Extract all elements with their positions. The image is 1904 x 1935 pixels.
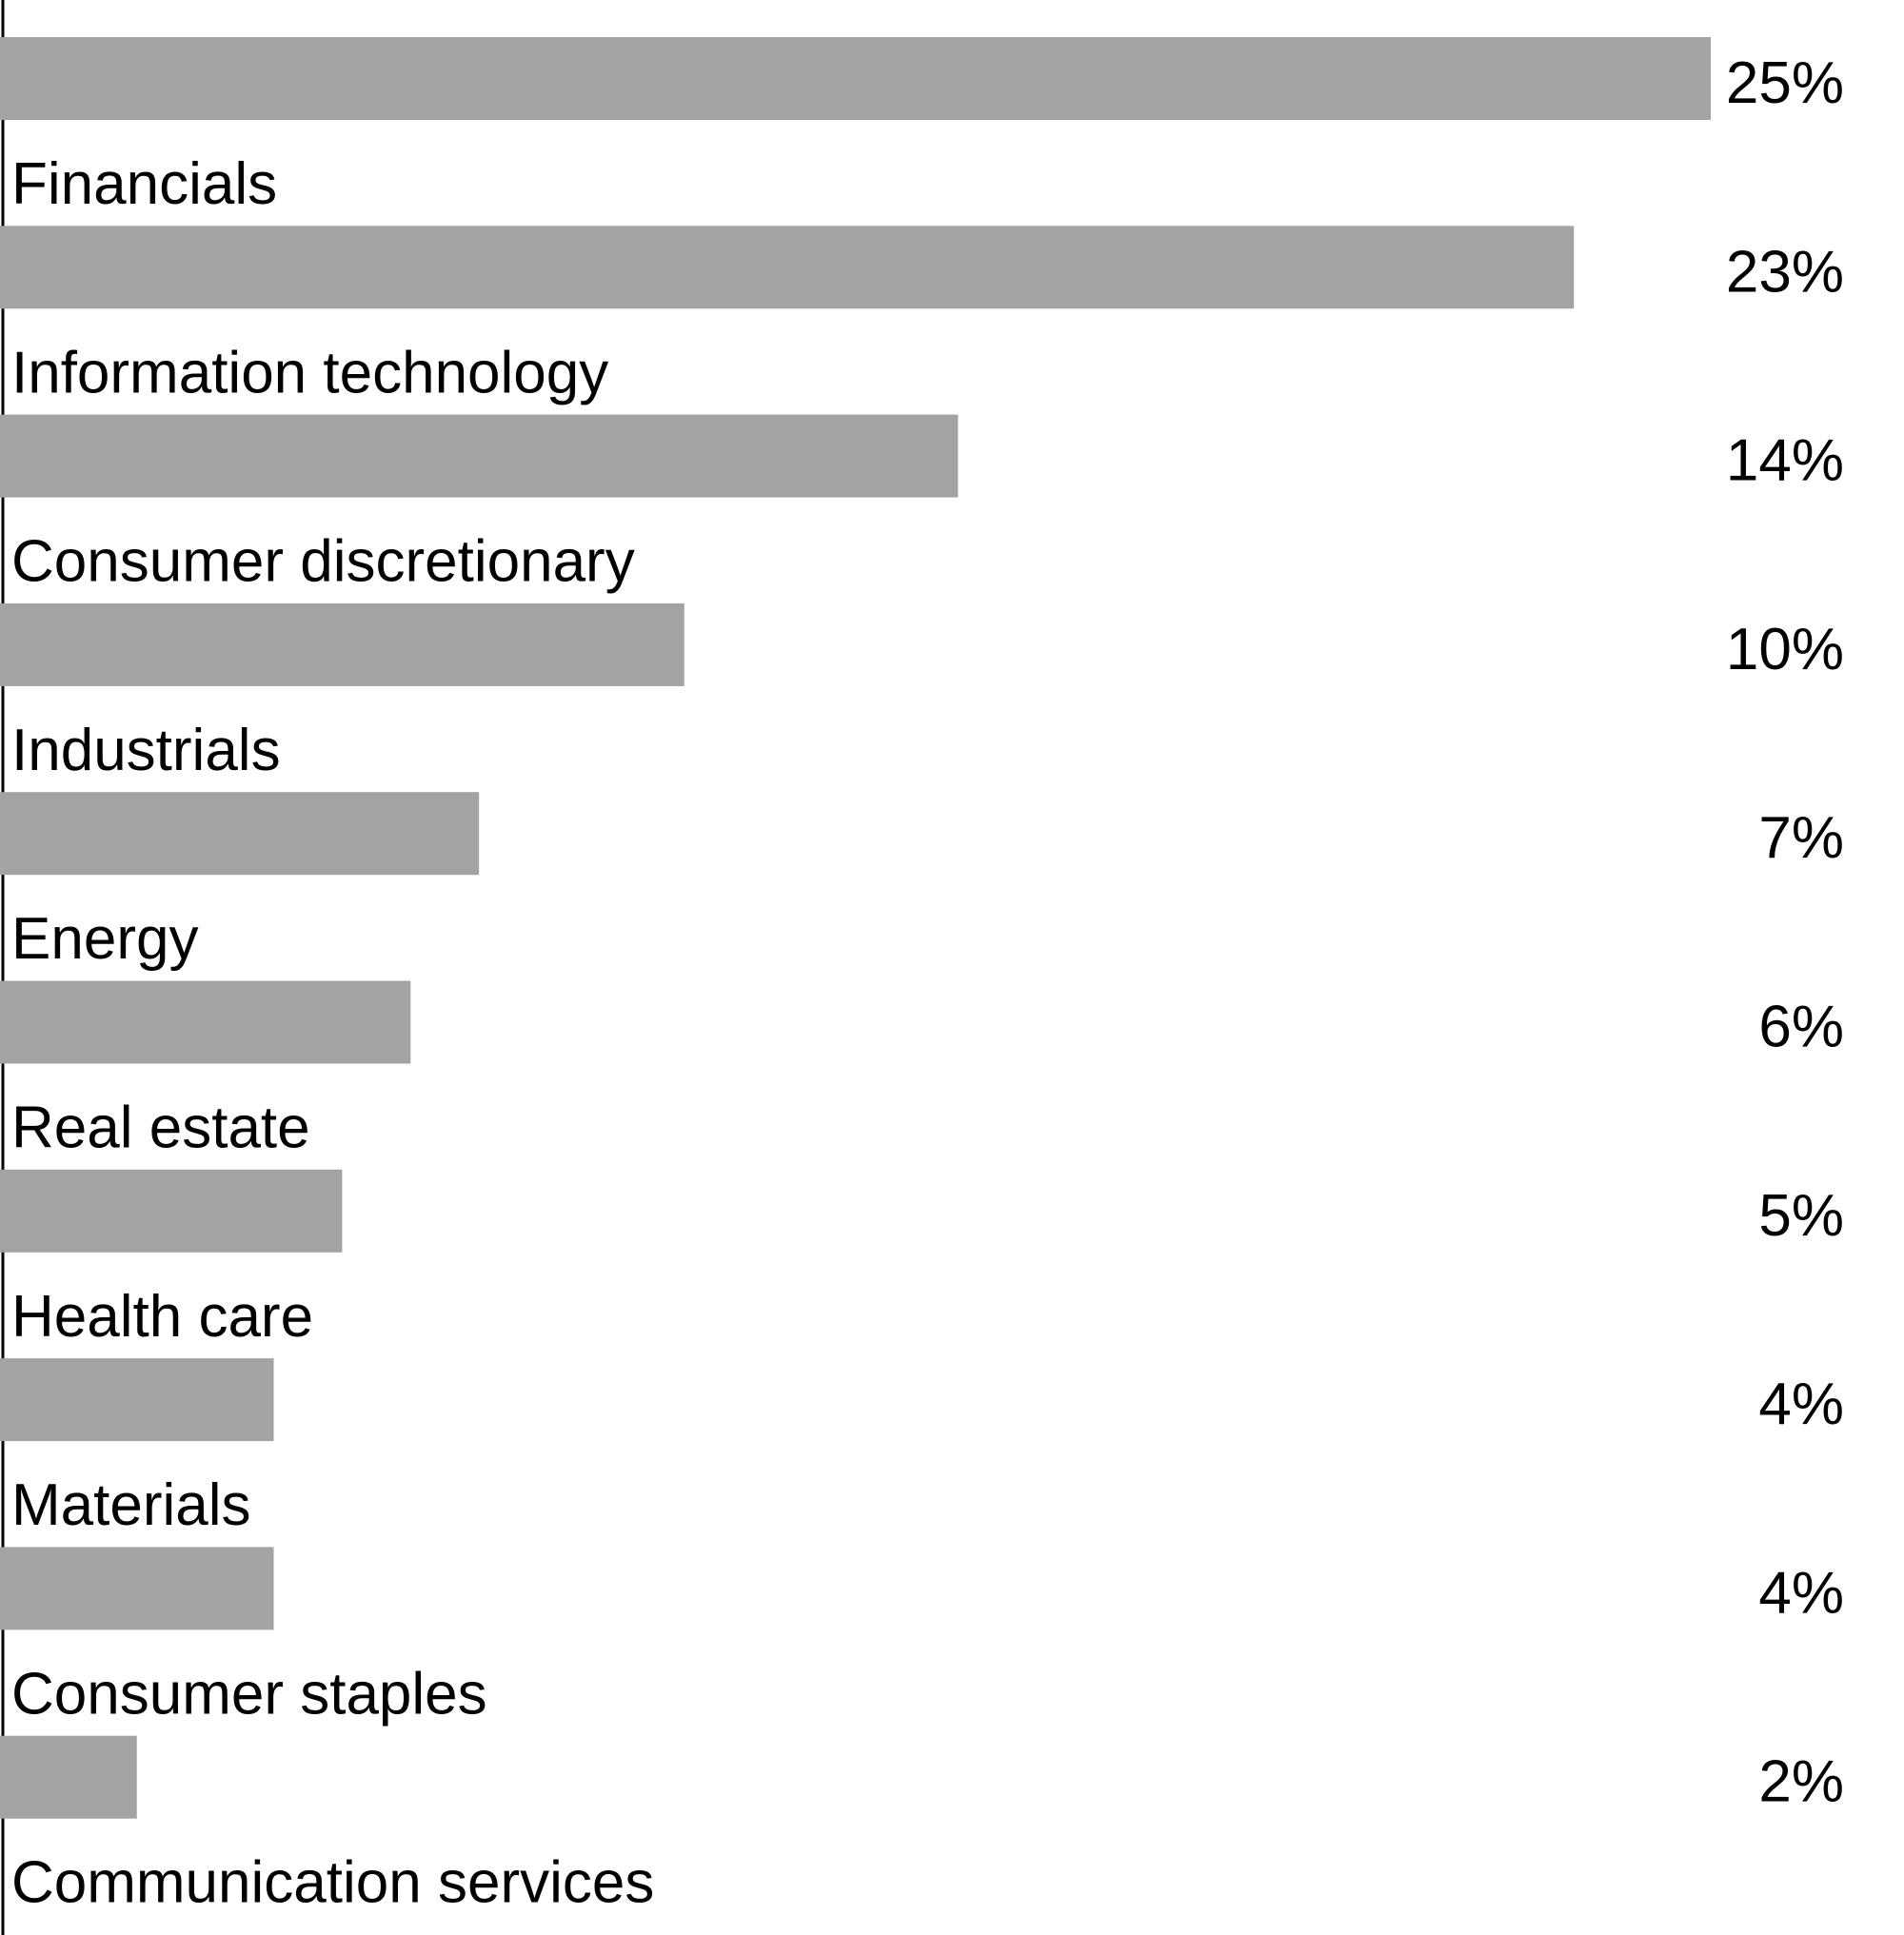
- category-label: Financials: [11, 151, 277, 217]
- value-label: 10%: [1726, 617, 1844, 682]
- bar: [0, 1735, 137, 1819]
- value-label: 23%: [1726, 239, 1844, 305]
- value-label: 6%: [1758, 995, 1844, 1060]
- bars-group: [0, 37, 1711, 1819]
- value-label: 4%: [1758, 1560, 1844, 1626]
- bar: [0, 980, 411, 1064]
- value-label: 14%: [1726, 428, 1844, 494]
- value-label: 7%: [1758, 805, 1844, 871]
- category-label: Information technology: [11, 340, 608, 405]
- category-label: Industrials: [11, 718, 281, 783]
- bar: [0, 602, 684, 686]
- bar: [0, 1169, 343, 1253]
- category-label: Energy: [11, 906, 198, 972]
- bar: [0, 414, 959, 498]
- labels-group: 25% Financials 23% Information technology 14…: [11, 50, 1844, 1916]
- bar: [0, 1358, 274, 1442]
- bar: [0, 792, 480, 876]
- bar: [0, 1547, 274, 1630]
- bar: [0, 37, 1711, 120]
- category-label: Communication services: [11, 1850, 654, 1916]
- bar: [0, 226, 1575, 309]
- category-label: Consumer staples: [11, 1661, 487, 1727]
- value-label: 2%: [1758, 1749, 1844, 1815]
- value-label: 5%: [1758, 1183, 1844, 1249]
- category-label: Health care: [11, 1284, 313, 1350]
- value-label: 4%: [1758, 1372, 1844, 1437]
- value-label: 25%: [1726, 50, 1844, 116]
- category-label: Materials: [11, 1472, 251, 1538]
- category-label: Real estate: [11, 1096, 310, 1161]
- category-label: Consumer discretionary: [11, 529, 635, 595]
